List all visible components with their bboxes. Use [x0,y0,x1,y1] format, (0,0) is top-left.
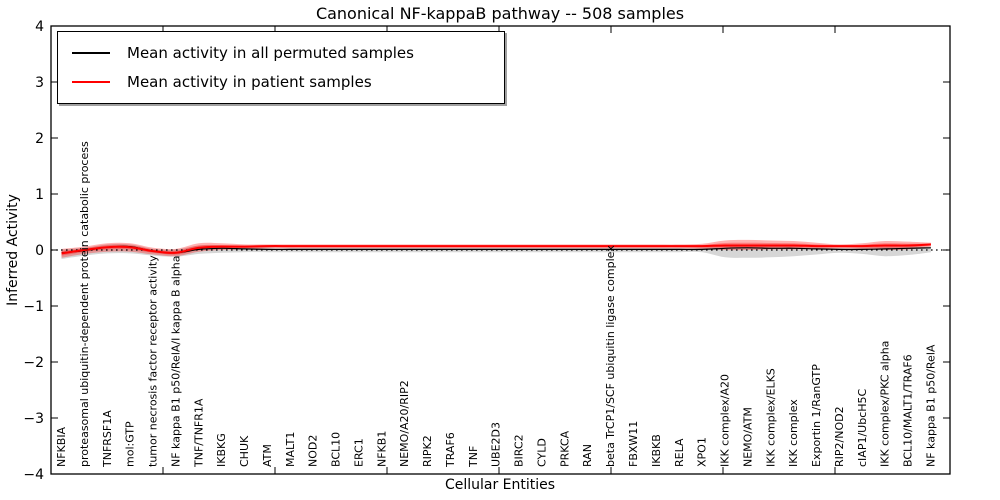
x-tick-label: RIP2/NOD2 [833,406,846,467]
x-tick-label: beta TrCP1/SCF ubiquitin ligase complex [604,245,617,467]
y-axis-ticks: 4 3 2 1 0 −1 −2 −3 −4 [23,19,950,483]
x-tick-labels: NFKBIA proteasomal ubiquitin-dependent pr… [55,141,937,468]
x-tick-label: ATM [261,444,274,467]
x-tick-label: CHUK [238,435,251,467]
y-tick-label: −2 [23,355,44,371]
x-tick-label: UBE2D3 [490,422,503,467]
x-tick-label: NEMO/ATM [741,407,754,467]
patient-line [61,243,931,255]
x-tick-label: TNF [467,446,480,468]
x-tick-label: BCL10/MALT1/TRAF6 [902,354,915,467]
y-tick-label: 1 [35,187,44,203]
x-tick-label: NFKBIA [55,426,68,467]
y-tick-label: −3 [23,411,44,427]
chart-title: Canonical NF-kappaB pathway -- 508 sampl… [315,4,685,23]
x-tick-label: IKBKG [215,433,228,467]
x-tick-label: NF kappa B1 p50/RelA/I kappa B alpha [169,256,182,468]
x-tick-label: IKK complex/ELKS [764,368,777,467]
x-tick-label: tumor necrosis factor receptor activity [147,255,160,467]
x-tick-label: MALT1 [284,432,297,467]
x-tick-label: NEMO/A20/RIP2 [398,380,411,467]
permuted-band [61,243,931,259]
x-tick-label: BCL10 [330,432,343,467]
x-tick-label: NF kappa B1 p50/RelA [924,344,937,467]
plot-area [51,239,950,259]
x-axis-label: Cellular Entities [444,477,556,493]
permuted-line-swatch [72,51,110,54]
x-tick-label: TRAF6 [444,432,457,468]
legend-label: Mean activity in patient samples [127,73,372,92]
x-tick-label: proteasomal ubiquitin-dependent protein … [78,141,91,467]
x-tick-label: NFKB1 [375,431,388,467]
y-tick-label: 3 [35,75,44,91]
x-tick-label: CYLD [536,438,549,467]
y-tick-label: −1 [23,299,44,315]
x-tick-label: FBXW11 [627,421,640,467]
x-tick-label: NOD2 [307,435,320,467]
x-tick-label: RIPK2 [421,435,434,467]
y-tick-label: 4 [35,19,44,35]
x-tick-label: IKK complex/A20 [719,374,732,467]
patient-line-swatch [72,81,110,84]
x-tick-label: XPO1 [696,437,709,467]
legend-entry-patient: Mean activity in patient samples [72,73,504,91]
y-tick-label: 2 [35,131,44,147]
legend-label: Mean activity in all permuted samples [127,43,414,62]
y-tick-label: −4 [23,467,44,483]
x-tick-label: RELA [673,438,686,467]
x-tick-label: IKBKB [650,434,663,467]
x-tick-label: RAN [581,444,594,467]
x-tick-label: BIRC2 [513,434,526,467]
legend-entry-permuted: Mean activity in all permuted samples [72,44,504,62]
x-tick-label: IKK complex/PKC alpha [879,341,892,467]
x-tick-label: TNFRSF1A [101,410,114,468]
x-tick-label: cIAP1/UbcH5C [856,388,869,467]
y-tick-label: 0 [35,243,44,259]
x-tick-label: IKK complex [787,399,800,467]
y-axis-label: Inferred Activity [5,194,21,306]
axes-frame [50,25,951,475]
patient-band [61,239,931,258]
x-tick-label: ERC1 [352,438,365,467]
x-tick-label: Exportin 1/RanGTP [810,364,823,467]
x-tick-label: TNF/TNFR1A [192,398,205,468]
legend: Mean activity in all permuted samples Me… [57,31,505,104]
x-tick-label: PRKCA [558,430,571,467]
permuted-line [61,245,931,254]
x-tick-label: mol:GTP [124,421,137,467]
